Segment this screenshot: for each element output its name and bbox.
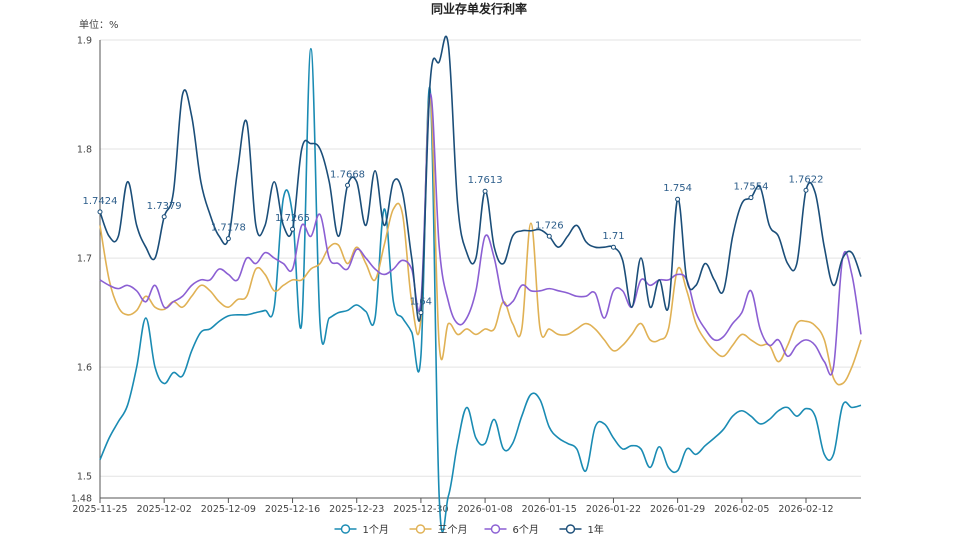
legend-label: 1年 <box>588 523 604 536</box>
legend-item-0[interactable]: 1个月 <box>334 524 389 536</box>
data-label: 1.64 <box>410 297 432 308</box>
legend-label: 1个月 <box>363 524 389 536</box>
x-tick-label: 2025-12-16 <box>265 504 320 515</box>
data-point-marker <box>225 236 231 242</box>
y-tick-label: 1.48 <box>71 494 92 505</box>
y-tick-label: 1.9 <box>77 36 92 47</box>
data-point-marker <box>345 182 351 188</box>
legend-marker-icon <box>340 524 351 534</box>
data-label: 1.7424 <box>83 196 118 207</box>
data-label: 1.7554 <box>733 182 768 193</box>
data-point-marker <box>546 233 552 239</box>
grid <box>100 39 861 499</box>
data-label: 1.7379 <box>147 201 182 212</box>
data-point-marker <box>418 310 424 316</box>
unit-label: 单位：% <box>79 18 119 31</box>
data-label: 1.7265 <box>275 213 310 224</box>
series-line-0 <box>99 47 862 533</box>
x-tick-label: 2026-02-05 <box>714 504 769 515</box>
data-point-marker <box>482 188 488 194</box>
x-tick-label: 2026-01-29 <box>650 504 705 515</box>
legend-item-1[interactable]: 三个月 <box>409 524 468 536</box>
data-label: 1.754 <box>663 183 692 194</box>
y-tick-label: 1.6 <box>77 363 92 374</box>
data-point-marker <box>290 226 296 232</box>
x-tick-label: 2025-12-02 <box>137 504 192 515</box>
data-point-marker <box>97 209 103 215</box>
data-labels: 1.7424 1.7379 1.7178 1.7265 1.7668 1.64 1.7613… <box>83 169 823 316</box>
series-lines <box>99 35 862 533</box>
data-label: 1.71 <box>602 231 624 242</box>
x-tick-label: 2026-01-08 <box>457 504 512 515</box>
data-label: 1.7668 <box>330 169 365 180</box>
legend-item-3[interactable]: 1年 <box>559 523 604 536</box>
legend-marker-icon <box>565 524 576 534</box>
data-label: 1.7613 <box>468 175 503 186</box>
x-tick-label: 2026-01-22 <box>586 504 641 515</box>
data-label: 1.726 <box>535 220 564 231</box>
legend-item-2[interactable]: 6个月 <box>484 524 539 536</box>
legend-label: 三个月 <box>438 524 468 536</box>
legend-label: 6个月 <box>513 524 539 536</box>
data-point-marker <box>610 244 616 250</box>
data-label: 1.7178 <box>211 223 246 234</box>
y-tick-label: 1.7 <box>77 254 92 265</box>
x-tick-label: 2025-12-09 <box>201 504 256 515</box>
legend[interactable]: 1个月 三个月 6个月 1年 <box>334 523 604 536</box>
data-point-marker <box>748 195 754 201</box>
x-tick-label: 2025-11-25 <box>72 504 127 515</box>
data-point-marker <box>161 214 167 220</box>
data-point-marker <box>803 187 809 193</box>
y-tick-label: 1.8 <box>77 145 92 156</box>
x-axis: 2025-11-25 2025-12-02 2025-12-09 2025-12-16… <box>72 497 861 515</box>
chart-title: 同业存单发行利率 <box>431 1 527 16</box>
x-tick-label: 2025-12-23 <box>329 504 384 515</box>
series-line-2 <box>99 93 862 376</box>
legend-marker-icon <box>490 524 501 534</box>
x-tick-label: 2026-01-15 <box>522 504 577 515</box>
y-tick-label: 1.5 <box>77 472 92 483</box>
data-label: 1.7622 <box>788 174 823 185</box>
series-line-1 <box>99 93 862 386</box>
y-axis: 1.48 1.5 1.6 1.7 1.8 1.9 <box>71 36 101 505</box>
x-tick-label: 2026-02-12 <box>778 504 833 515</box>
legend-marker-icon <box>415 524 426 534</box>
data-point-marker <box>675 196 681 202</box>
x-tick-label: 2025-12-30 <box>393 504 448 515</box>
